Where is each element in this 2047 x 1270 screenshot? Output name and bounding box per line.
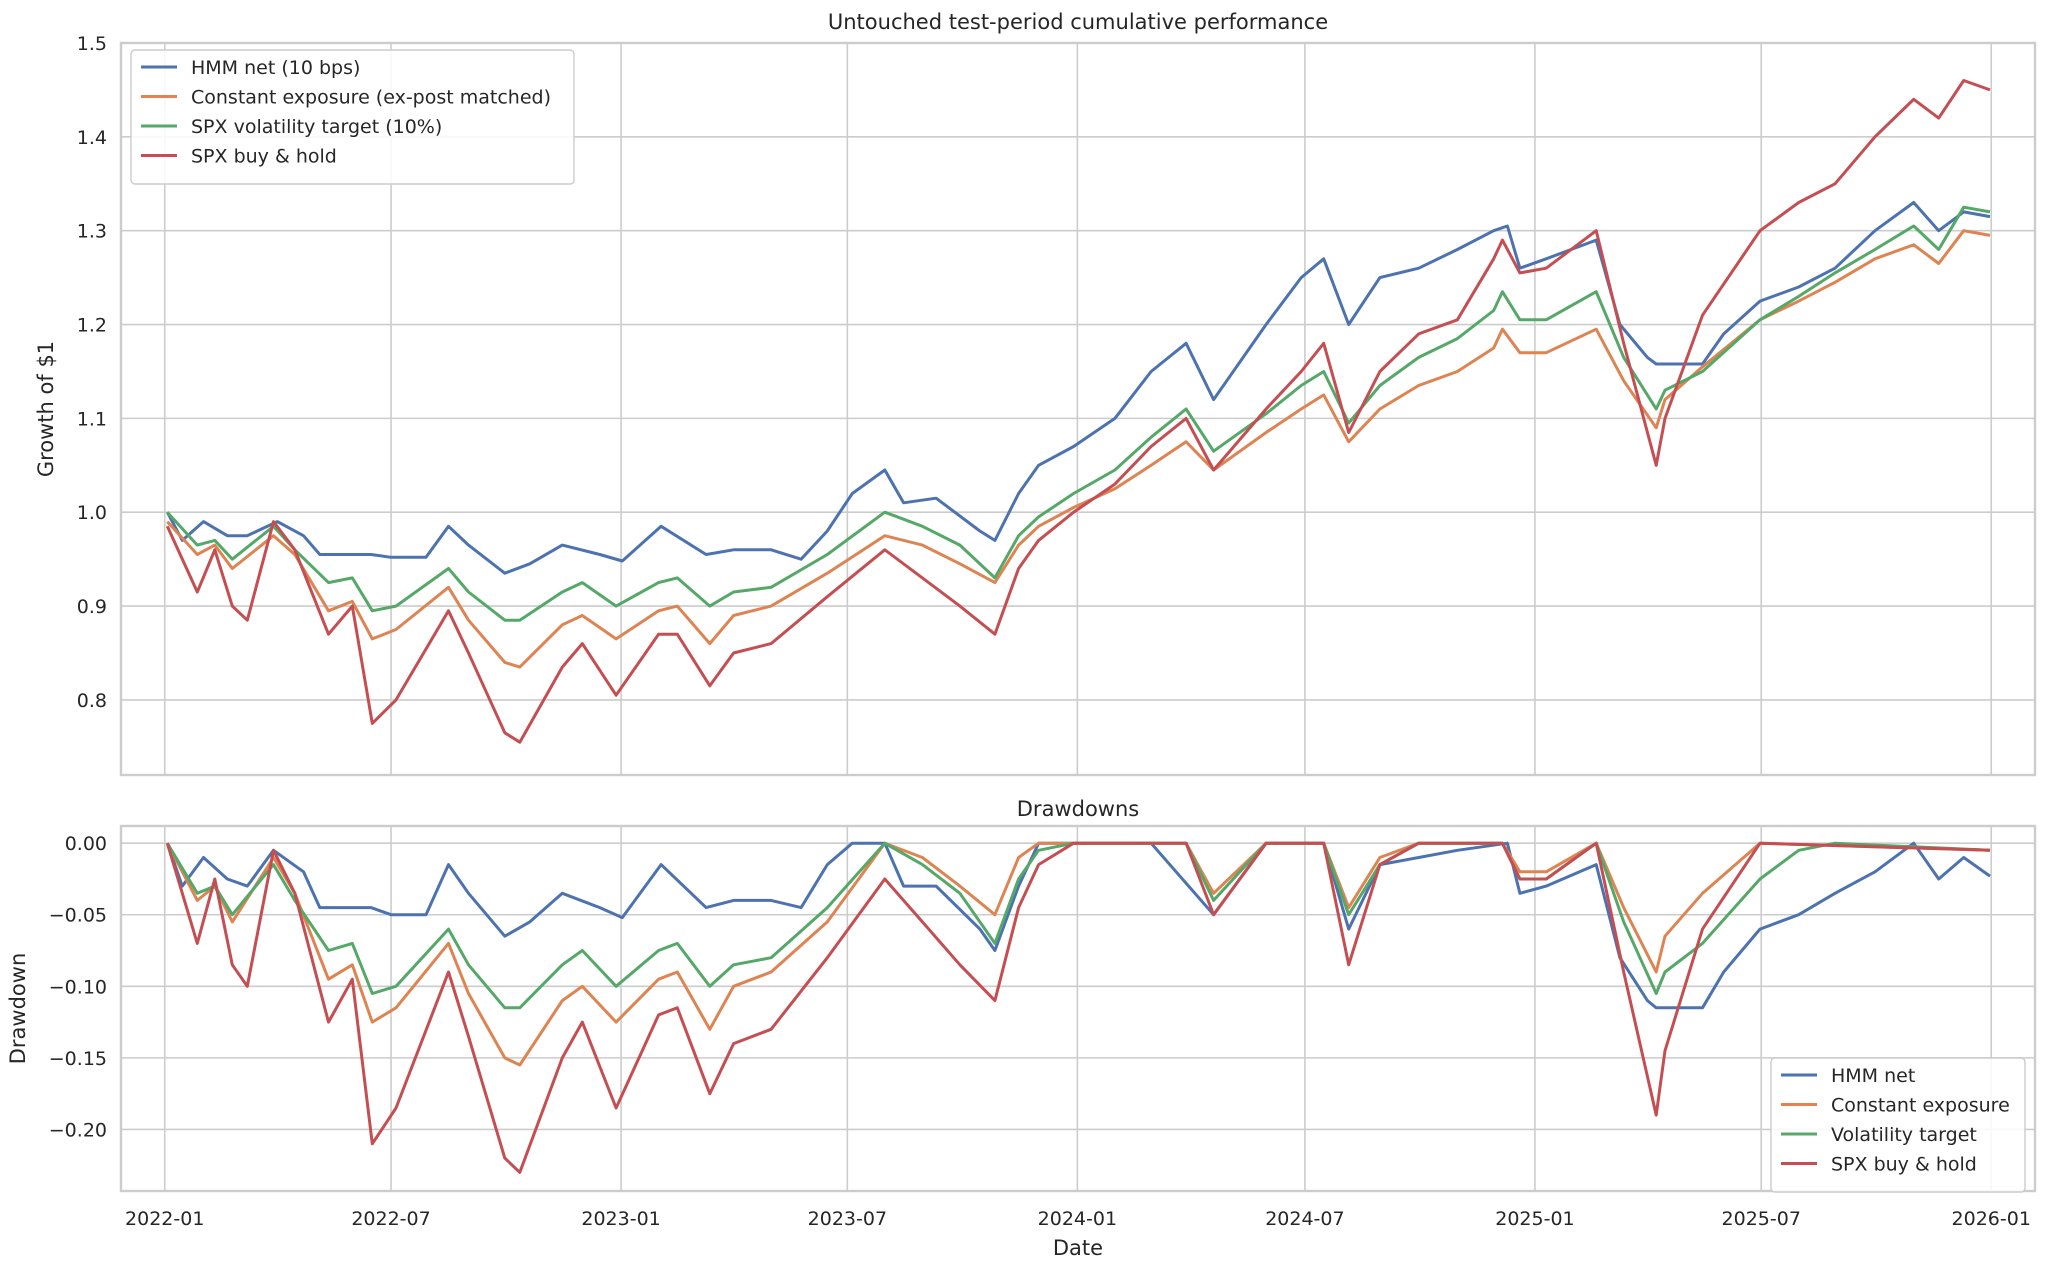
legend-entry: SPX buy & hold [191,146,337,168]
y-tick-label: 1.4 [77,127,107,149]
x-axis-label: Date [1053,1236,1103,1260]
legend-entry: Constant exposure [1831,1095,2010,1117]
series-line-spx-volatility-target-10- [166,205,1991,622]
x-tick-label: 2023-01 [581,1208,660,1230]
y-tick-label: −0.20 [49,1119,107,1141]
legend-entry: HMM net [1831,1065,1915,1087]
legend-entry: Constant exposure (ex-post matched) [191,87,551,109]
y-tick-label: 1.1 [77,408,107,430]
legend-entry: HMM net (10 bps) [191,57,360,79]
performance-panel: 0.8 0.9 1.0 1.1 1.2 1.3 1.4 1.5 Untouched test-p… [34,10,2037,777]
series-line-hmm-net-10-bps- [165,201,1991,575]
x-tick-label: 2024-07 [1265,1208,1344,1230]
x-tick-label: 2025-07 [1722,1208,1801,1230]
chart-title: Untouched test-period cumulative perform… [828,10,1328,34]
x-tick-label: 2022-07 [351,1208,430,1230]
x-tick-label: 2024-01 [1038,1208,1117,1230]
series-line-spx-buy-hold [165,841,1991,1174]
x-tick-label: 2025-01 [1495,1208,1574,1230]
legend-entry: SPX buy & hold [1831,1154,1977,1176]
legend: HMM net (10 bps) Constant exposure (ex-po… [130,49,575,185]
y-tick-label: −0.10 [49,976,107,998]
y-tick-label: 1.3 [77,221,107,243]
chart-title: Drawdowns [1017,797,1139,821]
legend-frame [130,49,575,185]
y-axis-label: Growth of $1 [34,341,58,477]
y-tick-label: 1.0 [77,502,107,524]
y-tick-label: 0.8 [77,690,107,712]
series-line-constant-exposure-ex-post-matched- [166,229,1991,669]
x-tick-label: 2026-01 [1952,1208,2031,1230]
x-tick-label: 2023-07 [808,1208,887,1230]
legend-entry: Volatility target [1831,1124,1977,1146]
series-line-hmm-net [165,841,1991,1010]
y-axis-label: Drawdown [6,953,30,1065]
legend-frame [1770,1057,2026,1193]
drawdown-panel: −0.20 −0.15 −0.10 −0.05 0.00 Drawdowns Drawdow… [6,797,2037,1260]
y-tick-label: 1.2 [77,315,107,337]
series-line-spx-buy-hold [165,79,1991,744]
legend: HMM net Constant exposure Volatility targe… [1770,1057,2026,1193]
y-tick-label: 1.5 [77,33,107,55]
plot-frame [119,41,2037,777]
y-tick-label: −0.15 [49,1048,107,1070]
plot-frame [119,824,2037,1193]
y-tick-label: 0.00 [65,833,107,855]
series-line-constant-exposure [165,841,1991,1067]
y-tick-label: 0.9 [77,596,107,618]
x-tick-label: 2022-01 [125,1208,204,1230]
y-tick-label: −0.05 [49,905,107,927]
legend-entry: SPX volatility target (10%) [191,116,442,138]
